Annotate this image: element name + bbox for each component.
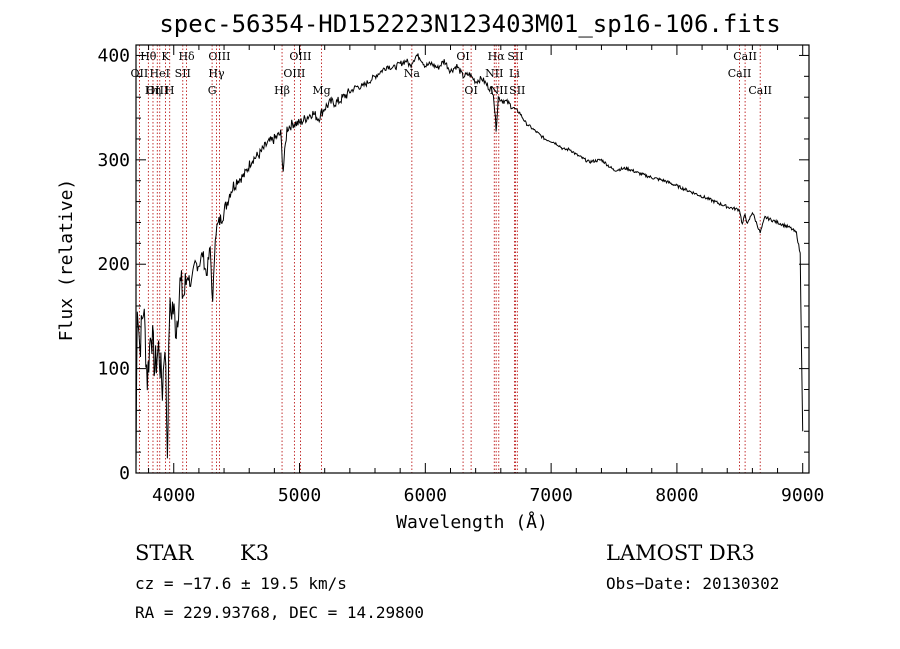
line-label-11: G xyxy=(208,84,217,97)
line-label-22: SII xyxy=(507,50,523,63)
y-tick-label-4: 400 xyxy=(97,45,130,66)
y-tick-label-2: 200 xyxy=(97,254,130,275)
line-label-13: OIII xyxy=(289,50,311,63)
x-tick-label-2: 6000 xyxy=(404,485,447,506)
line-label-10: Hγ xyxy=(208,67,225,80)
y-axis-label: Flux (relative) xyxy=(56,179,77,342)
line-label-5: K xyxy=(161,50,170,63)
coordinates: RA = 229.93768, DEC = 14.29800 xyxy=(135,603,424,622)
plot-frame xyxy=(135,44,810,474)
line-label-19: Hα xyxy=(488,50,506,63)
spectrum-line-0 xyxy=(135,53,804,469)
redshift-value: cz = −17.6 ± 19.5 km/s xyxy=(135,574,347,593)
line-label-25: CaII xyxy=(733,50,757,63)
line-label-23: Li xyxy=(509,67,520,80)
line-label-17: OI xyxy=(456,50,469,63)
line-label-20: NII xyxy=(485,67,503,80)
x-tick-label-3: 7000 xyxy=(529,485,572,506)
object-subclass: K3 xyxy=(240,541,269,565)
line-label-0: Hθ xyxy=(140,50,157,63)
line-label-1: OII xyxy=(131,67,149,80)
line-label-24: SII xyxy=(509,84,525,97)
x-tick-label-1: 5000 xyxy=(278,485,321,506)
x-tick-label-4: 8000 xyxy=(655,485,698,506)
y-tick-label-0: 0 xyxy=(119,463,130,484)
line-label-6: SII xyxy=(175,67,191,80)
x-axis-label: Wavelength (Å) xyxy=(396,511,548,533)
x-tick-label-0: 4000 xyxy=(152,485,195,506)
line-label-7: H xyxy=(165,84,175,97)
y-tick-label-1: 100 xyxy=(97,359,130,380)
line-label-16: Na xyxy=(404,67,421,80)
y-tick-label-3: 300 xyxy=(97,150,130,171)
x-tick-label-5: 9000 xyxy=(781,485,824,506)
line-label-27: CaII xyxy=(748,84,772,97)
object-class: STAR xyxy=(135,541,194,565)
line-label-9: OIII xyxy=(208,50,230,63)
line-label-14: OIII xyxy=(283,67,305,80)
line-label-3: HeI xyxy=(150,67,170,80)
line-label-21: NII xyxy=(490,84,508,97)
line-label-15: Mg xyxy=(312,84,330,97)
line-label-2: OIII xyxy=(146,84,168,97)
chart-title: spec-56354-HD152223N123403M01_sp16-106.f… xyxy=(159,10,780,38)
survey-name: LAMOST DR3 xyxy=(606,541,755,565)
line-label-8: Hδ xyxy=(178,50,195,63)
line-label-12: Hβ xyxy=(274,84,290,97)
observation-date: Obs−Date: 20130302 xyxy=(606,574,779,593)
line-label-4: Hη xyxy=(145,84,161,97)
line-label-18: OI xyxy=(464,84,477,97)
line-label-26: CaII xyxy=(728,67,752,80)
